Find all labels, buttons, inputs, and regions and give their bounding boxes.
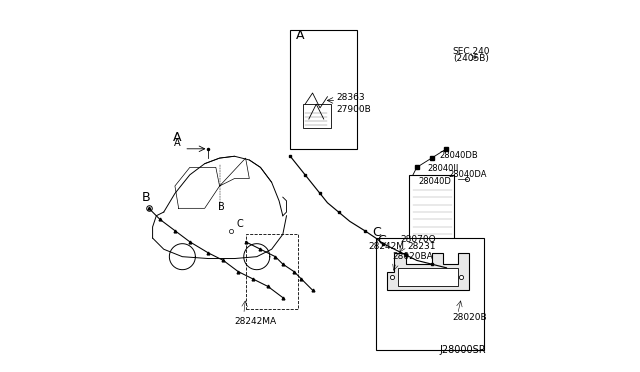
Text: 28242M: 28242M bbox=[369, 238, 404, 251]
Text: B: B bbox=[218, 202, 225, 212]
Text: 28242MA: 28242MA bbox=[234, 317, 276, 326]
Text: 28040DB: 28040DB bbox=[439, 151, 478, 160]
Bar bbox=[291, 30, 357, 149]
Bar bbox=[376, 238, 484, 350]
Bar bbox=[246, 234, 298, 309]
Text: 28040DA: 28040DA bbox=[449, 170, 487, 179]
Text: 28040II: 28040II bbox=[428, 164, 460, 173]
Text: C: C bbox=[236, 219, 243, 229]
Polygon shape bbox=[387, 253, 468, 290]
Text: A: A bbox=[296, 29, 304, 42]
Text: 28040D: 28040D bbox=[419, 177, 451, 186]
Text: 28231: 28231 bbox=[408, 242, 436, 251]
Text: 28363: 28363 bbox=[337, 93, 365, 102]
Text: 28020B: 28020B bbox=[452, 313, 486, 322]
Text: A: A bbox=[173, 131, 181, 144]
Text: C: C bbox=[378, 234, 387, 247]
Bar bbox=[410, 175, 454, 242]
Text: (2405B): (2405B) bbox=[453, 54, 489, 63]
Bar bbox=[303, 104, 331, 128]
Text: 28070Q: 28070Q bbox=[400, 235, 436, 244]
Text: C: C bbox=[372, 226, 381, 239]
Text: 27900B: 27900B bbox=[337, 105, 371, 113]
Text: 28020BA: 28020BA bbox=[392, 251, 433, 260]
Text: B: B bbox=[142, 191, 151, 204]
Text: J28000SR: J28000SR bbox=[440, 345, 486, 355]
Text: A: A bbox=[173, 138, 180, 148]
Bar bbox=[398, 268, 458, 286]
Text: SEC.240: SEC.240 bbox=[452, 47, 490, 56]
